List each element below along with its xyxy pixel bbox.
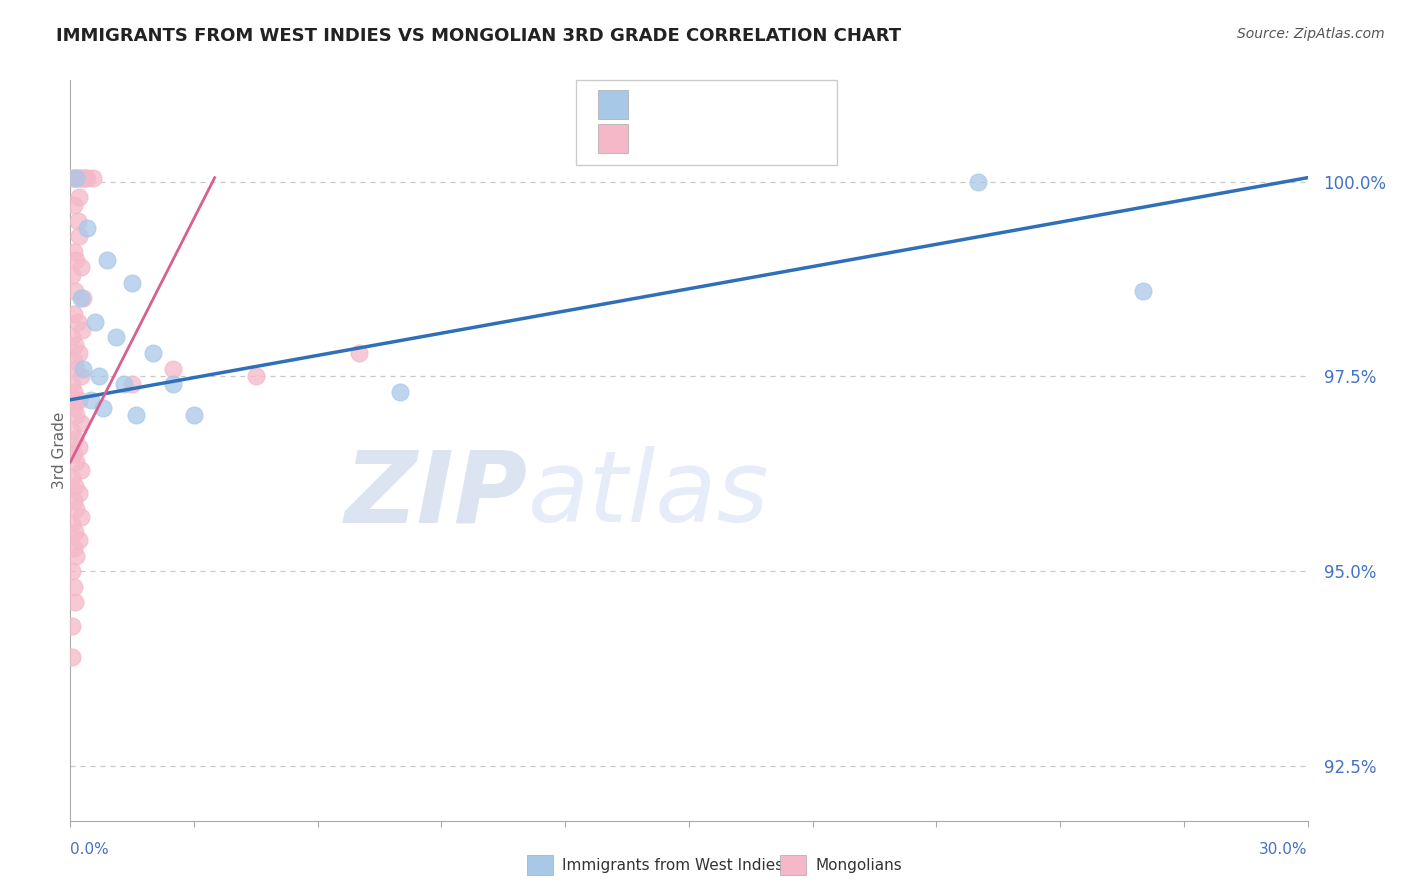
Point <box>69 509 91 524</box>
Point <box>67 392 90 407</box>
Point <box>966 175 988 189</box>
Text: Immigrants from West Indies: Immigrants from West Indies <box>562 858 783 872</box>
Point <box>65 338 87 352</box>
Text: R = 0.458: R = 0.458 <box>640 95 723 113</box>
Point <box>62 447 84 461</box>
Point <box>60 619 83 633</box>
Point <box>67 170 90 185</box>
Point <box>82 170 104 185</box>
Text: atlas: atlas <box>529 446 769 543</box>
Point <box>89 369 111 384</box>
Point <box>84 315 107 329</box>
Point <box>65 409 87 423</box>
Point <box>65 170 87 185</box>
Point <box>104 330 127 344</box>
Point <box>65 361 87 376</box>
Point <box>69 369 91 384</box>
Point <box>76 221 98 235</box>
Point <box>60 377 83 392</box>
Point <box>69 463 91 477</box>
Point <box>67 229 90 244</box>
Point <box>162 377 184 392</box>
Point <box>76 170 98 185</box>
Point <box>69 292 91 306</box>
Point <box>67 346 90 360</box>
Point <box>389 384 412 399</box>
Point <box>142 346 165 360</box>
Point <box>121 377 143 392</box>
Point <box>62 580 84 594</box>
Point <box>65 252 87 267</box>
Point <box>62 541 84 555</box>
Y-axis label: 3rd Grade: 3rd Grade <box>52 412 66 489</box>
Point <box>65 478 87 492</box>
Point <box>80 392 103 407</box>
Point <box>67 486 90 500</box>
Point <box>347 346 370 360</box>
Point <box>72 170 94 185</box>
Point <box>62 494 84 508</box>
Point <box>63 198 86 212</box>
Text: 0.0%: 0.0% <box>70 842 110 857</box>
Point <box>112 377 135 392</box>
Point <box>121 276 143 290</box>
Point <box>62 244 84 259</box>
Point <box>62 392 84 407</box>
Point <box>70 323 93 337</box>
Point <box>245 369 267 384</box>
Point <box>67 533 90 547</box>
Point <box>60 268 83 282</box>
Point <box>65 432 87 446</box>
Point <box>72 361 94 376</box>
Point <box>60 330 83 344</box>
Point <box>65 595 87 609</box>
Point <box>66 315 89 329</box>
Text: N = 61: N = 61 <box>733 129 790 147</box>
Point <box>1132 284 1154 298</box>
Text: Source: ZipAtlas.com: Source: ZipAtlas.com <box>1237 27 1385 41</box>
Point <box>69 170 91 185</box>
Point <box>162 361 184 376</box>
Point <box>60 564 83 578</box>
Point <box>65 284 87 298</box>
Point <box>65 502 87 516</box>
Point <box>60 170 83 185</box>
Point <box>60 517 83 532</box>
Point <box>65 525 87 540</box>
Point <box>65 170 87 185</box>
Point <box>63 170 86 185</box>
Point <box>66 213 89 227</box>
Point <box>69 416 91 430</box>
Text: 30.0%: 30.0% <box>1260 842 1308 857</box>
Point <box>63 384 86 399</box>
Point <box>67 190 90 204</box>
Point <box>65 455 87 469</box>
Text: IMMIGRANTS FROM WEST INDIES VS MONGOLIAN 3RD GRADE CORRELATION CHART: IMMIGRANTS FROM WEST INDIES VS MONGOLIAN… <box>56 27 901 45</box>
Point <box>62 307 84 321</box>
Point <box>62 401 84 415</box>
Text: R = 0.344: R = 0.344 <box>640 129 723 147</box>
Point <box>62 354 84 368</box>
Point <box>91 401 114 415</box>
Point <box>60 471 83 485</box>
Point <box>60 424 83 438</box>
Text: N = 19: N = 19 <box>733 95 790 113</box>
Point <box>60 650 83 665</box>
Text: ZIP: ZIP <box>344 446 529 543</box>
Point <box>65 549 87 563</box>
Point <box>183 409 205 423</box>
Point <box>69 260 91 275</box>
Text: Mongolians: Mongolians <box>815 858 903 872</box>
Point <box>125 409 148 423</box>
Point <box>72 292 94 306</box>
Point <box>67 440 90 454</box>
Point <box>73 170 96 185</box>
Point <box>96 252 118 267</box>
